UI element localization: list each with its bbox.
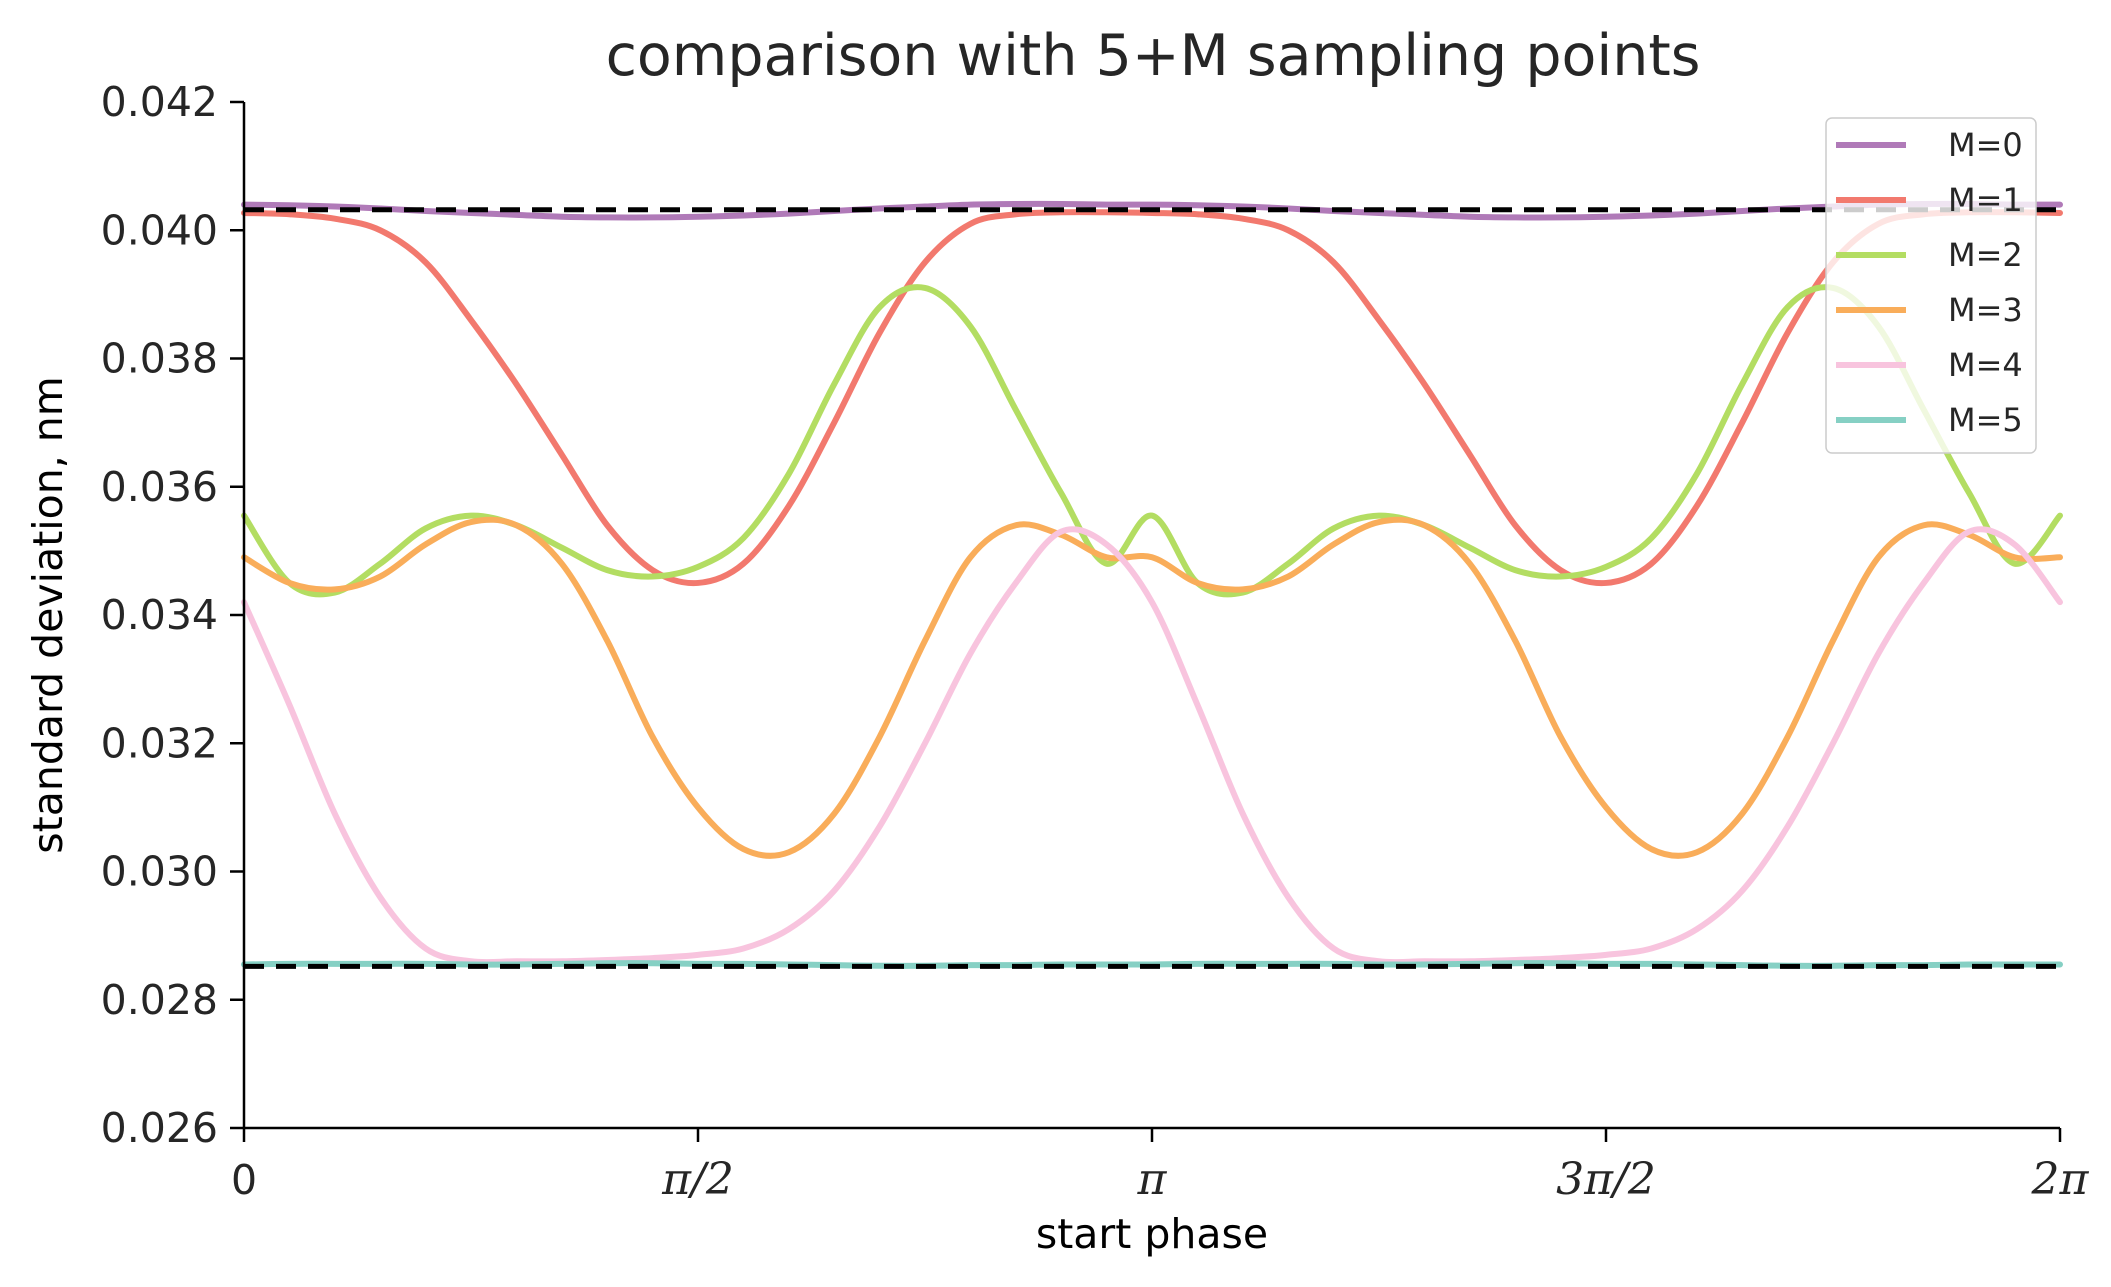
x-axis-label: start phase [1036, 1210, 1268, 1258]
series-line-m1 [241, 209, 2063, 587]
y-tick-label: 0.036 [101, 463, 218, 511]
y-tick-label: 0.040 [101, 206, 218, 254]
chart-title: comparison with 5+M sampling points [606, 23, 1701, 89]
x-tick-label: 0 [231, 1156, 257, 1204]
y-tick-label: 0.028 [101, 976, 218, 1024]
series-line-m4 [241, 526, 2063, 966]
legend-label: M=1 [1948, 181, 2023, 219]
y-tick-label: 0.032 [101, 719, 218, 767]
y-tick-label: 0.026 [101, 1104, 218, 1152]
x-tick-label: 3π/2 [1556, 1154, 1656, 1205]
ticks: 0.026 0.028 0.030 0.032 0.034 0.036 0.038 0.040… [101, 78, 2090, 1205]
legend: M=0 M=1 M=2 M=3 M=4 M=5 [1825, 117, 2037, 454]
y-tick-label: 0.042 [101, 78, 218, 126]
legend-label: M=4 [1948, 346, 2023, 384]
y-tick-label: 0.038 [101, 335, 218, 383]
y-tick-label: 0.034 [101, 591, 218, 639]
x-tick-label: π/2 [661, 1154, 734, 1205]
y-tick-label: 0.030 [101, 848, 218, 896]
x-tick-label: π [1137, 1154, 1168, 1205]
series-line-m2 [241, 284, 2063, 598]
legend-label: M=3 [1948, 291, 2023, 329]
y-axis-label: standard deviation, nm [24, 376, 72, 853]
legend-label: M=2 [1948, 236, 2023, 274]
legend-label: M=0 [1948, 126, 2023, 164]
x-tick-label: 2π [2031, 1154, 2090, 1205]
series-line-m3 [241, 516, 2063, 859]
legend-label: M=5 [1948, 401, 2023, 439]
series-layer [241, 200, 2063, 969]
axes [242, 102, 2060, 1130]
reference-lines [244, 207, 2060, 969]
